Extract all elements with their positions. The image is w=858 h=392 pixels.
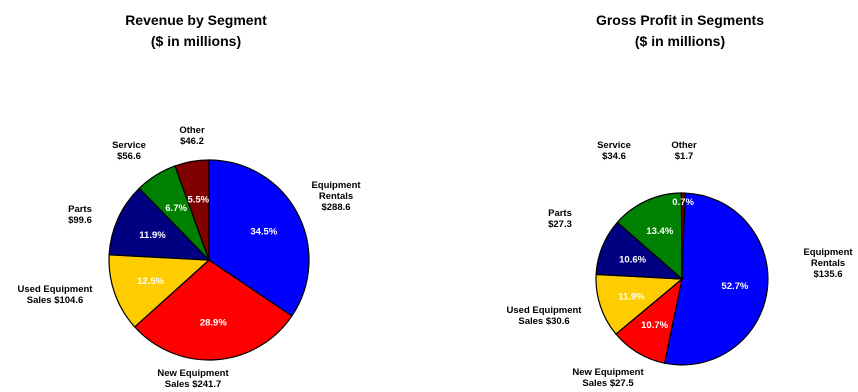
pie-slice-used-equipment-sales: [108, 254, 211, 328]
slice-category-label: Used Equipment Sales $30.6: [507, 305, 583, 327]
revenue-chart-title: Revenue by Segment: [125, 12, 267, 28]
slice-category-label: Used Equipment Sales $104.6: [18, 284, 94, 306]
slice-percent-label: 5.5%: [187, 194, 209, 205]
slice-category-label: Service $56.6: [112, 140, 146, 162]
revenue-chart-subtitle: ($ in millions): [151, 33, 241, 49]
slice-category-label: Equipment Rentals $135.6: [803, 247, 853, 280]
gross-profit-chart-title: Gross Profit in Segments: [596, 12, 764, 28]
slice-percent-label: 52.7%: [721, 281, 748, 292]
pie-slice-parts: [108, 187, 211, 261]
slice-category-label: New Equipment Sales $27.5: [572, 367, 644, 389]
slice-percent-label: 10.7%: [641, 320, 668, 331]
slice-category-label: Service $34.6: [597, 140, 631, 162]
pie-slice-service: [616, 192, 683, 281]
slice-percent-label: 11.9%: [618, 291, 645, 302]
pie-slice-used-equipment-sales: [595, 273, 684, 335]
pie-slice-other: [174, 159, 210, 261]
gross-profit-pie-slices: 52.7% Equipment Rentals $135.6 10.7% New Equi…: [507, 140, 854, 389]
slice-percent-label: 10.6%: [619, 254, 646, 265]
gross-profit-chart-subtitle: ($ in millions): [635, 33, 725, 49]
slice-category-label: New Equipment Sales $241.7: [157, 368, 229, 390]
slice-percent-label: 0.7%: [672, 197, 694, 208]
slice-percent-label: 28.9%: [200, 317, 227, 328]
pie-slice-equipment-rentals: [663, 192, 769, 366]
pie-slice-equipment-rentals: [208, 159, 310, 317]
revenue-pie-chart: Revenue by Segment ($ in millions) 34.5%…: [18, 12, 362, 390]
slice-category-label: Equipment Rentals $288.6: [311, 180, 361, 213]
slice-percent-label: 11.9%: [139, 230, 166, 241]
slice-category-label: Other $46.2: [179, 125, 205, 147]
slice-percent-label: 12.5%: [137, 276, 164, 287]
slice-percent-label: 34.5%: [250, 226, 277, 237]
gross-profit-pie-chart: Gross Profit in Segments ($ in millions)…: [507, 12, 854, 389]
slice-percent-label: 13.4%: [646, 226, 673, 237]
revenue-pie-slices: 34.5% Equipment Rentals $288.6 28.9% New Equi…: [18, 125, 362, 390]
pie-slice-new-equipment-sales: [133, 259, 293, 361]
slice-category-label: Parts $99.6: [68, 204, 92, 226]
slice-category-label: Parts $27.3: [548, 208, 572, 230]
slice-category-label: Other $1.7: [671, 140, 697, 162]
slice-percent-label: 6.7%: [165, 203, 187, 214]
pie-slice-other: [680, 192, 686, 280]
